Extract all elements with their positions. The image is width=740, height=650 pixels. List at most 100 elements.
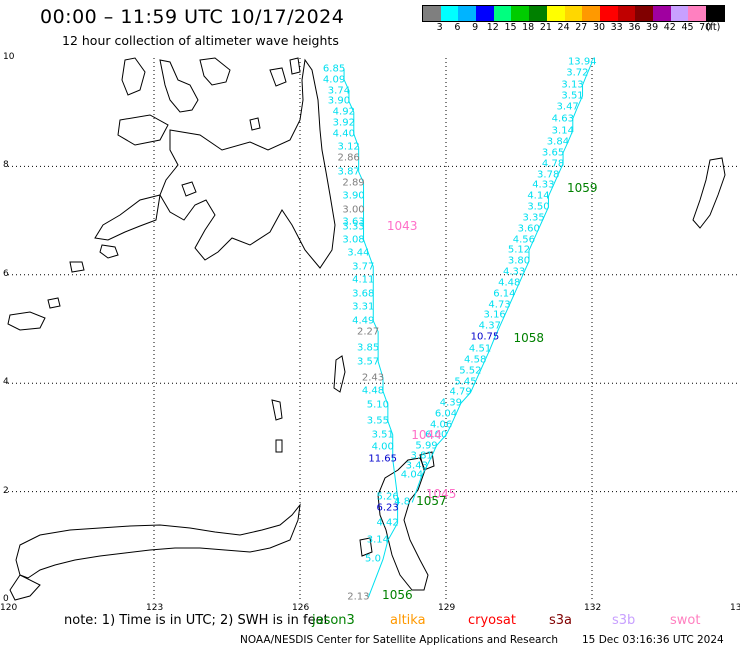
wave-height-label: 6.04 [434,408,458,420]
wave-height-label: 2.13 [347,591,370,603]
lat-tick-label: 10 [3,52,15,62]
legend-swatch [688,6,706,21]
wave-height-label: 4.78 [541,158,565,170]
wave-height-label: 4.79 [449,386,472,398]
wave-height-label: 5.0 [365,553,381,565]
wave-height-label: 5.45 [454,376,477,388]
page-title: 00:00 – 11:59 UTC 10/17/2024 [40,6,345,28]
pass-id-label: 1044 [411,427,442,442]
wave-height-label: 5.26 [376,491,399,503]
wave-height-label: 4.33 [502,266,526,278]
wave-height-label: 4.63 [551,113,574,125]
wave-height-label: 5.52 [459,365,482,377]
wave-height-label: 4.48 [498,277,521,289]
wave-height-label: 4.48 [361,385,385,397]
wave-height-label: 4.11 [352,274,375,286]
wave-height-label: 4.42 [376,517,399,529]
coast-siau [275,439,283,453]
wave-height-label: 3.77 [352,261,375,273]
wave-height-label: 3.33 [342,221,365,233]
wave-height-label: 5.12 [507,244,531,256]
wave-height-label: 3.68 [352,288,375,300]
wave-height-label: 3.63 [342,216,365,228]
legend-swatch [617,6,636,21]
legend-unit: (ft) [706,22,721,33]
lon-tick-label: 126 [292,603,310,613]
wave-height-label: 3.47 [556,101,579,113]
wave-height-label: 4.33 [532,179,555,191]
legend-label: 42 [663,22,676,33]
lat-tick-label: 2 [3,485,9,496]
satellite-label: jason3 [312,613,355,628]
wave-height-label: 6.14 [493,288,516,300]
coast-mindanao [159,58,336,269]
color-legend-bar [422,5,725,22]
legend-swatch [529,6,547,21]
satellite-label: s3b [612,613,636,628]
wave-height-label: 3.00 [342,204,365,216]
coastline [7,57,726,601]
wave-height-label: 3.51 [371,429,394,441]
pass-id-label: 1059 [566,181,598,196]
legend-swatch [423,6,441,21]
coast-talaud [333,355,346,393]
wave-height-label: 2.89 [342,177,365,189]
wave-height-label: 3.57 [356,356,380,368]
pass-id-label: 1056 [382,587,413,602]
coast-leyte [159,59,199,113]
lon-tick-label: 120 [0,603,18,613]
wave-height-label: 3.74 [327,85,351,97]
wave-height-label: 3.16 [483,309,506,321]
satellite-label: altika [390,613,426,628]
wave-height-label: 4.58 [464,354,487,366]
coast-morotai [419,451,435,471]
pass-id-label: 1057 [416,494,447,509]
coast-tawitawi [47,297,61,309]
pass-id-label: 1045 [425,487,457,502]
legend-label: 18 [522,22,535,33]
legend-swatch [564,6,583,21]
lat-tick-label: 4 [3,377,9,388]
lat-tick-label: 6 [3,268,9,279]
wave-height-label: 4.92 [332,106,355,118]
wave-height-label: 4.37 [478,320,501,332]
satellite-label: cryosat [468,613,516,628]
footer-timestamp: 15 Dec 03:16:36 UTC 2024 [582,634,724,646]
wave-height-label: 3.84 [546,136,570,148]
legend-label: 3 [436,22,443,33]
legend-swatch [635,6,653,21]
wave-height-label: 3.55 [366,415,389,427]
coast-siargao [269,67,287,87]
legend-label: 27 [575,22,588,33]
satellite-label: swot [670,613,701,628]
pass-id-label: 1058 [513,331,544,346]
legend-label: 24 [557,22,570,33]
wave-height-label: 4.09 [322,74,346,86]
coast-sulawesi [15,503,301,579]
coast-halmahera [377,457,429,591]
legend-swatch [493,6,512,21]
wave-height-label: 3.65 [541,147,565,159]
legend-swatch [706,6,724,21]
wave-height-label: 4.14 [527,190,550,202]
lon-tick-label: 132 [584,603,602,613]
coast-sulu-chain [7,311,46,331]
footer-credit: NOAA/NESDIS Center for Satellite Applica… [240,634,558,646]
lon-tick-label: 123 [146,603,164,613]
legend-swatch [476,6,494,21]
wave-height-label: 3.92 [332,117,355,129]
wave-height-label: 5.10 [366,399,389,411]
legend-label: 21 [539,22,552,33]
wave-height-label: 3.80 [507,255,531,267]
wave-height-label: 6.00 [425,429,448,441]
lat-tick-label: 8 [3,160,9,171]
wave-height-label: 4.8 [394,496,411,508]
coast-samar [121,57,146,96]
lon-tick-label: 135 [730,603,740,613]
wave-height-label: 3.78 [537,169,560,181]
wave-height-label: 4.40 [332,128,355,140]
legend-swatch [599,6,618,21]
legend-label: 33 [610,22,623,33]
legend-label: 12 [486,22,499,33]
color-legend-labels: 3 6 9 12 15 18 21 24 27 30 33 36 39 42 45 70 (ft) [422,22,740,34]
